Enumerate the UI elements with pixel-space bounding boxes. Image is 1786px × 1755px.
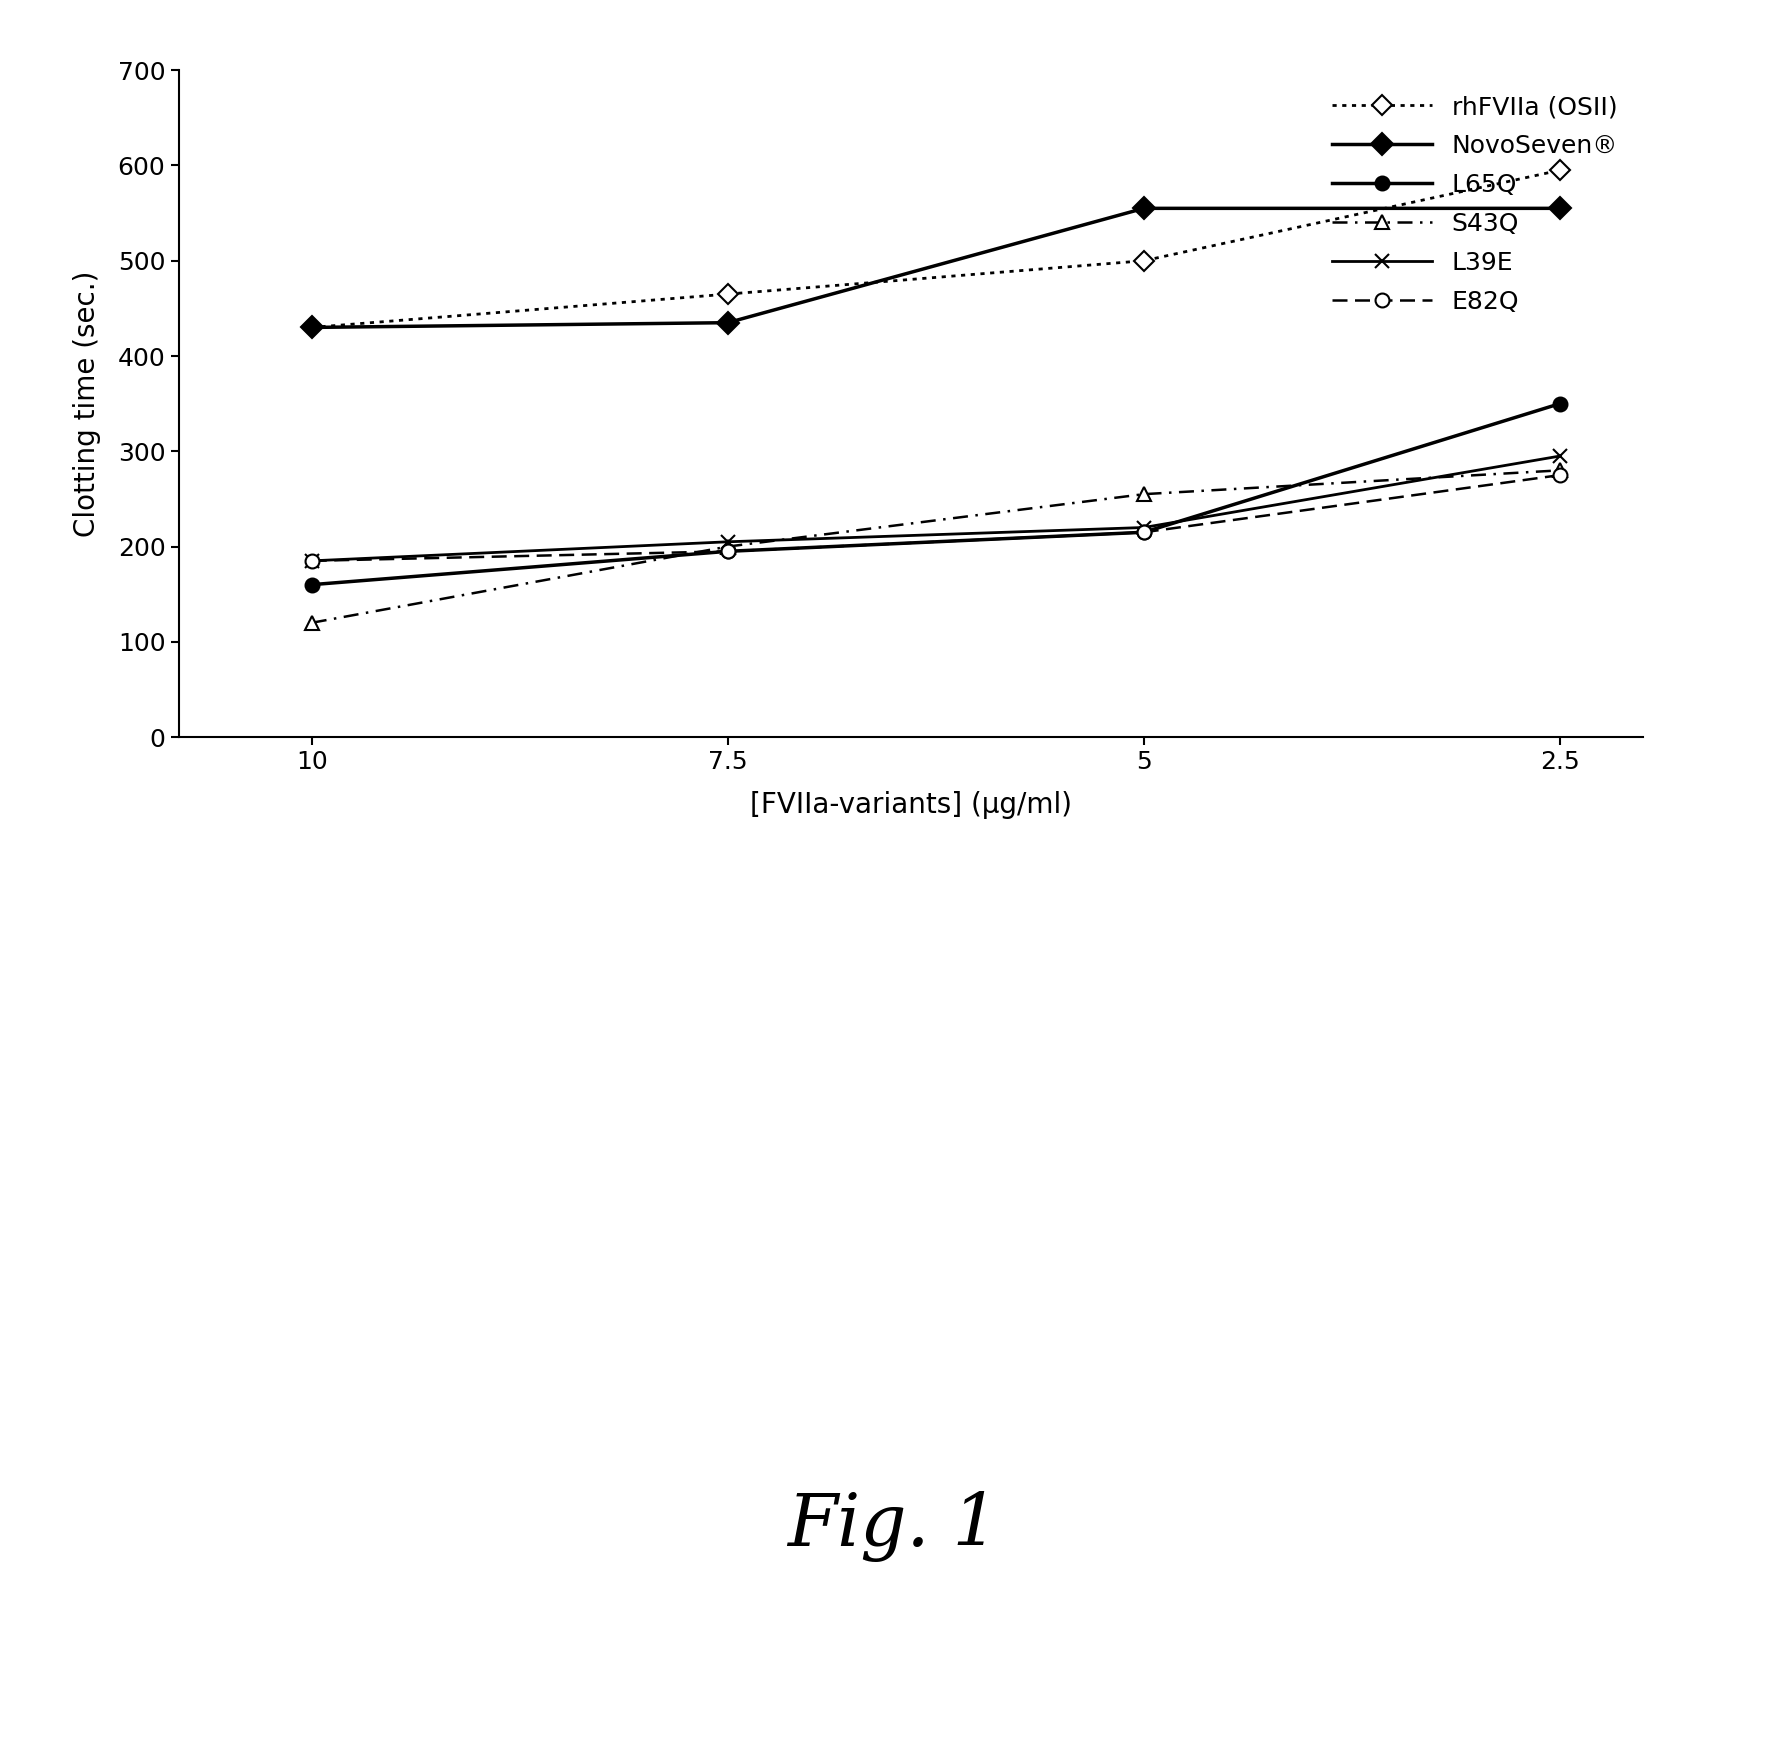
L65Q — [718, 541, 739, 562]
E82Q — [302, 551, 323, 572]
Text: Fig. 1: Fig. 1 — [788, 1492, 998, 1562]
L39E — [302, 551, 323, 572]
Legend: rhFVIIa (OSII), NovoSeven®, L65Q, S43Q, L39E, E82Q: rhFVIIa (OSII), NovoSeven®, L65Q, S43Q, … — [1320, 82, 1631, 326]
L39E — [1548, 446, 1570, 467]
NovoSeven® — [302, 318, 323, 339]
rhFVIIa (OSII) — [1132, 251, 1154, 272]
S43Q — [718, 535, 739, 556]
Line: E82Q: E82Q — [305, 469, 1566, 569]
S43Q — [302, 612, 323, 634]
NovoSeven® — [1548, 198, 1570, 219]
rhFVIIa (OSII) — [718, 284, 739, 305]
L39E — [718, 532, 739, 553]
E82Q — [718, 541, 739, 562]
Line: L65Q: L65Q — [305, 397, 1566, 591]
Line: NovoSeven®: NovoSeven® — [304, 200, 1568, 335]
NovoSeven® — [1132, 198, 1154, 219]
E82Q — [1548, 465, 1570, 486]
NovoSeven® — [718, 312, 739, 333]
X-axis label: [FVIIa-variants] (μg/ml): [FVIIa-variants] (μg/ml) — [750, 792, 1072, 820]
L65Q — [1132, 521, 1154, 542]
L65Q — [1548, 393, 1570, 414]
Y-axis label: Clotting time (sec.): Clotting time (sec.) — [73, 270, 102, 537]
L39E — [1132, 518, 1154, 539]
S43Q — [1548, 460, 1570, 481]
rhFVIIa (OSII) — [302, 318, 323, 339]
Line: S43Q: S43Q — [305, 463, 1566, 630]
E82Q — [1132, 521, 1154, 542]
L65Q — [302, 574, 323, 595]
Line: rhFVIIa (OSII): rhFVIIa (OSII) — [305, 163, 1566, 335]
S43Q — [1132, 484, 1154, 505]
Line: L39E: L39E — [305, 449, 1566, 569]
rhFVIIa (OSII) — [1548, 160, 1570, 181]
